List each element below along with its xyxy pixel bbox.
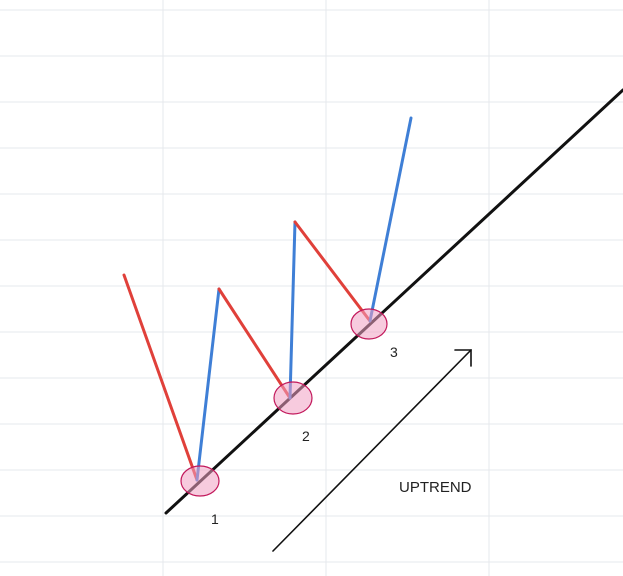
down-segment	[293, 220, 372, 323]
uptrend-arrow-icon	[272, 349, 472, 552]
touch-point-label-2: 2	[302, 428, 310, 444]
up-segment	[288, 220, 297, 400]
touch-point-circle-3	[350, 308, 388, 340]
arrow-head	[454, 349, 472, 367]
arrow-shaft	[272, 349, 472, 552]
up-segment	[368, 116, 413, 323]
down-segment	[217, 287, 292, 400]
touch-point-label-3: 3	[390, 344, 398, 360]
down-segment	[122, 273, 199, 482]
up-segment	[195, 287, 221, 482]
trend-line	[164, 88, 623, 515]
uptrend-label: UPTREND	[399, 479, 472, 496]
touch-point-circle-1	[180, 465, 220, 497]
touch-point-label-1: 1	[211, 511, 219, 527]
price-path	[122, 116, 413, 482]
touch-point-circle-2	[273, 381, 313, 415]
